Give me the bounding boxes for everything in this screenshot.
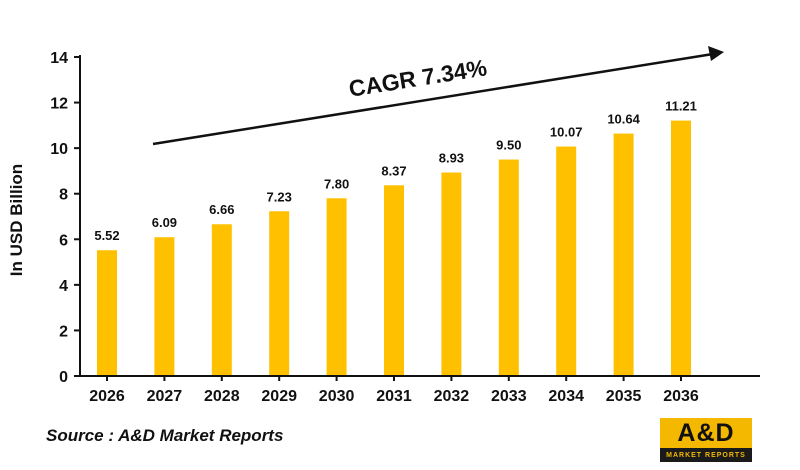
bar	[498, 159, 519, 376]
bar	[211, 224, 232, 376]
y-tick-label: 6	[59, 232, 68, 249]
x-tick-label: 2026	[89, 388, 125, 405]
y-axis-ticks: 0 2 4 6 8 10 12 14	[50, 50, 80, 386]
source-caption: Source : A&D Market Reports	[46, 426, 284, 445]
x-tick-label: 2029	[261, 388, 297, 405]
x-tick-label: 2027	[147, 388, 183, 405]
cagr-trend-arrow	[152, 46, 724, 146]
bar-value-label: 7.23	[267, 189, 292, 204]
bar	[613, 133, 634, 376]
bar-value-labels: 5.52 6.09 6.66 7.23 7.80 8.37 8.93 9.50 10.07 10.…	[94, 99, 697, 244]
x-axis-tick-labels: 2026 2027 2028 2029 2030 2031 2032 2033 2034 2035…	[89, 376, 699, 405]
y-tick-label: 12	[50, 96, 68, 113]
x-tick-label: 2035	[606, 388, 642, 405]
logo-mark: A&D	[660, 418, 752, 448]
logo-tagline: MARKET REPORTS	[666, 452, 746, 459]
bar-value-label: 7.80	[324, 176, 349, 191]
x-tick-label: 2032	[434, 388, 470, 405]
x-tick-label: 2030	[319, 388, 355, 405]
y-tick-label: 14	[50, 50, 68, 67]
bar	[326, 198, 347, 376]
bar	[671, 120, 691, 376]
y-axis-label: In USD Billion	[7, 164, 26, 276]
x-tick-label: 2033	[491, 388, 527, 405]
bar-value-label: 5.52	[94, 228, 119, 243]
y-tick-label: 8	[59, 187, 68, 204]
bar-value-label: 6.09	[152, 215, 177, 230]
x-tick-label: 2031	[376, 388, 412, 405]
bar-value-label: 10.07	[550, 125, 583, 140]
bar-value-label: 8.93	[439, 151, 464, 166]
y-tick-label: 0	[59, 369, 68, 386]
y-tick-label: 4	[59, 278, 68, 295]
brand-logo: A&D MARKET REPORTS	[660, 418, 752, 462]
bar	[154, 237, 175, 376]
bar-value-label: 8.37	[381, 163, 406, 178]
bar	[556, 146, 577, 376]
bar-value-label: 6.66	[209, 202, 234, 217]
bar	[97, 250, 117, 376]
y-tick-label: 10	[50, 141, 68, 158]
bar-value-label: 10.64	[607, 112, 640, 127]
bar-value-label: 11.21	[665, 99, 697, 114]
bars	[97, 120, 691, 376]
bar	[269, 211, 290, 376]
x-tick-label: 2028	[204, 388, 240, 405]
y-tick-label: 2	[59, 323, 68, 340]
bar	[441, 172, 462, 376]
x-tick-label: 2034	[548, 388, 584, 405]
bar	[384, 185, 404, 376]
bar-value-label: 9.50	[496, 138, 521, 153]
x-tick-label: 2036	[663, 388, 699, 405]
